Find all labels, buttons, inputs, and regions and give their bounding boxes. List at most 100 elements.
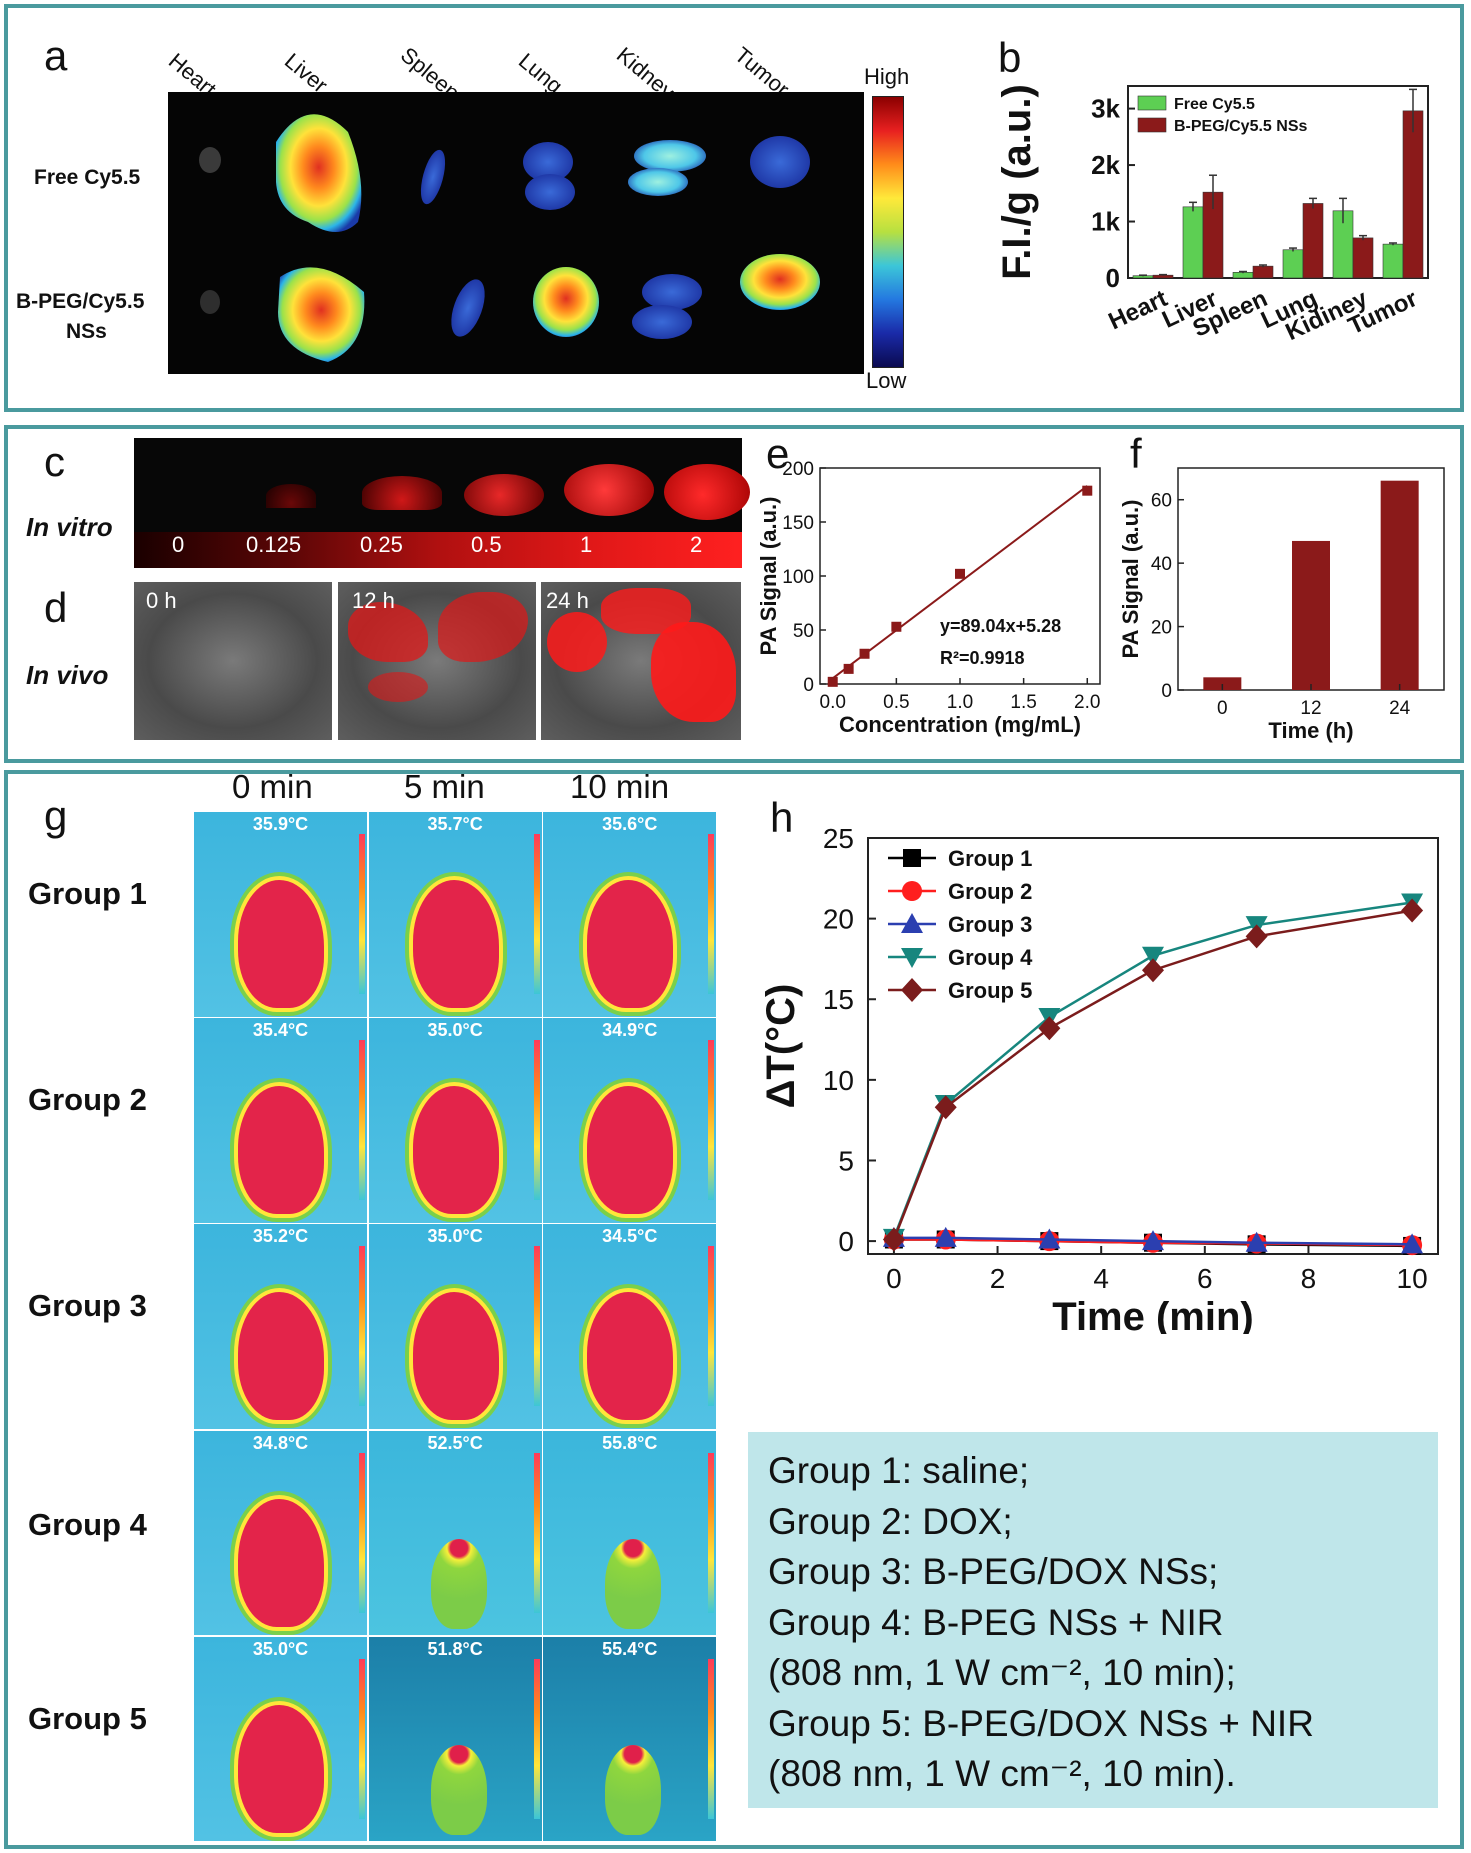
temperature-readout: 34.8°C [252,1432,309,1453]
y-tick-label: 20 [1151,618,1172,639]
panel-g-letter: g [44,792,68,839]
y-tick-label: 150 [782,513,814,534]
bar-bpeg-cy55-tumor [1402,110,1424,279]
thermal-scale-bar [708,1452,715,1613]
colorbar [872,96,904,368]
panel-h-letter: h [770,794,794,841]
bar-time-0h [1203,677,1242,690]
mouse-body-heatmap [587,880,674,1008]
conc-label-2: 2 [690,532,703,557]
mouse-body-heatmap [412,1292,499,1421]
x-tick-label: 2 [990,1263,1006,1294]
panel-d-letter: d [44,584,68,631]
thermal-image-group3-2: 34.5°C [543,1224,717,1430]
data-point [1082,485,1093,496]
thermal-image-group2-1: 35.0°C [368,1018,542,1223]
point-group-5 [1142,958,1164,983]
time-label-0h: 0 h [146,588,177,613]
group-row-label-3: Group 3 [28,1288,147,1324]
y-tick-label: 0 [803,675,814,696]
thermal-scale-bar [708,1246,715,1407]
bar-free-cy55-tumor [1382,243,1404,279]
y-tick-label: 0 [838,1226,854,1257]
point-group-3 [1142,1230,1164,1251]
fluorescence-image [168,92,864,374]
legend-marker [901,978,923,1002]
legend-label: Group 1 [948,846,1032,871]
point-group-3 [1245,1231,1268,1252]
colorbar-low-label: Low [866,368,907,393]
legend-marker [903,849,921,867]
bar-free-cy55-lung [1282,249,1304,279]
y-axis-label: ΔT(°C) [759,984,803,1109]
temperature-readout: 35.4°C [252,1020,309,1041]
thermal-image-group4-1: 52.5°C [368,1430,542,1636]
data-point [843,663,854,674]
bar-bpeg-cy55-kidiney [1352,237,1374,279]
x-tick-label: 8 [1301,1263,1317,1294]
data-point [859,648,870,659]
temperature-readout: 51.8°C [427,1638,483,1659]
thermal-image-grid: Group 1 35.9°C 35.7°C 35.6°C Group 2 35.4°C 35… [28,812,718,1843]
thermal-scale-bar [708,1040,715,1201]
legend-label: Group 2 [948,879,1032,904]
y-tick-label: 200 [782,459,814,480]
temperature-readout: 35.6°C [602,814,658,834]
legend-label: Group 4 [948,945,1033,970]
thermal-image-group1-2: 35.6°C [543,812,717,1017]
y-tick-label: 15 [823,984,854,1015]
conc-label-05: 0.5 [471,532,502,557]
legend-label: Free Cy5.5 [1174,96,1255,113]
temperature-readout: 55.4°C [602,1638,658,1659]
mouse-body-heatmap [412,880,499,1008]
group-legend-line-7: (808 nm, 1 W cm⁻², 10 min). [768,1753,1236,1794]
thermal-image-group1-1: 35.7°C [368,812,542,1017]
x-tick-label: 12 [1300,698,1321,719]
panel-b-letter: b [998,34,1022,81]
in-vitro-image [134,438,750,568]
conc-label-0: 0 [172,532,185,557]
temperature-readout: 35.0°C [252,1638,309,1659]
col-label-0min: 0 min [232,768,313,805]
temperature-readout: 35.2°C [252,1226,309,1247]
x-tick-label: 6 [1197,1263,1213,1294]
in-vivo-image-0h [134,582,332,740]
point-group-5 [934,1095,957,1120]
legend-marker [901,913,923,933]
mouse-body-heatmap [430,1744,487,1835]
series-line-group-3 [893,1236,1413,1246]
point-group-5 [1245,924,1268,949]
bar-time-12h [1292,540,1330,690]
point-group-5 [882,1227,905,1252]
temperature-readout: 34.5°C [602,1226,658,1247]
x-tick-label: 10 [1397,1263,1428,1294]
col-label-5min: 5 min [404,768,485,805]
point-group-3 [934,1226,957,1247]
legend-swatch [1137,95,1167,111]
point-group-3 [1038,1228,1061,1249]
legend-label: B-PEG/Cy5.5 NSs [1174,118,1307,135]
thermal-scale-bar [533,1246,540,1407]
y-tick-label: 0 [1161,681,1172,702]
legend-swatch [1137,117,1167,133]
time-label-24h: 24 h [546,588,589,613]
legend-label: Group 3 [948,912,1032,937]
group-legend-line-5: (808 nm, 1 W cm⁻², 10 min); [768,1652,1236,1693]
panel-a-letter: a [44,32,68,79]
conc-label-0125: 0.125 [246,532,302,557]
thermal-scale-bar [359,834,366,994]
row-label-nss: NSs [66,320,107,343]
group-legend-line-3: Group 3: B-PEG/DOX NSs; [768,1551,1219,1592]
y-tick-label: 100 [782,567,814,588]
thermal-image-group5-0: 35.0°C [194,1636,368,1842]
y-tick-label: 5 [838,1145,854,1176]
thermal-image-group4-0: 34.8°C [194,1430,368,1636]
x-tick-label: 0.0 [820,692,846,713]
thermal-scale-bar [533,1452,540,1613]
series-line-group-5 [892,909,1413,1240]
y-axis-label: PA Signal (a.u.) [1118,500,1143,659]
panel-f-letter: f [1130,430,1142,477]
y-tick-label: 25 [823,823,854,854]
legend-marker [901,948,923,968]
